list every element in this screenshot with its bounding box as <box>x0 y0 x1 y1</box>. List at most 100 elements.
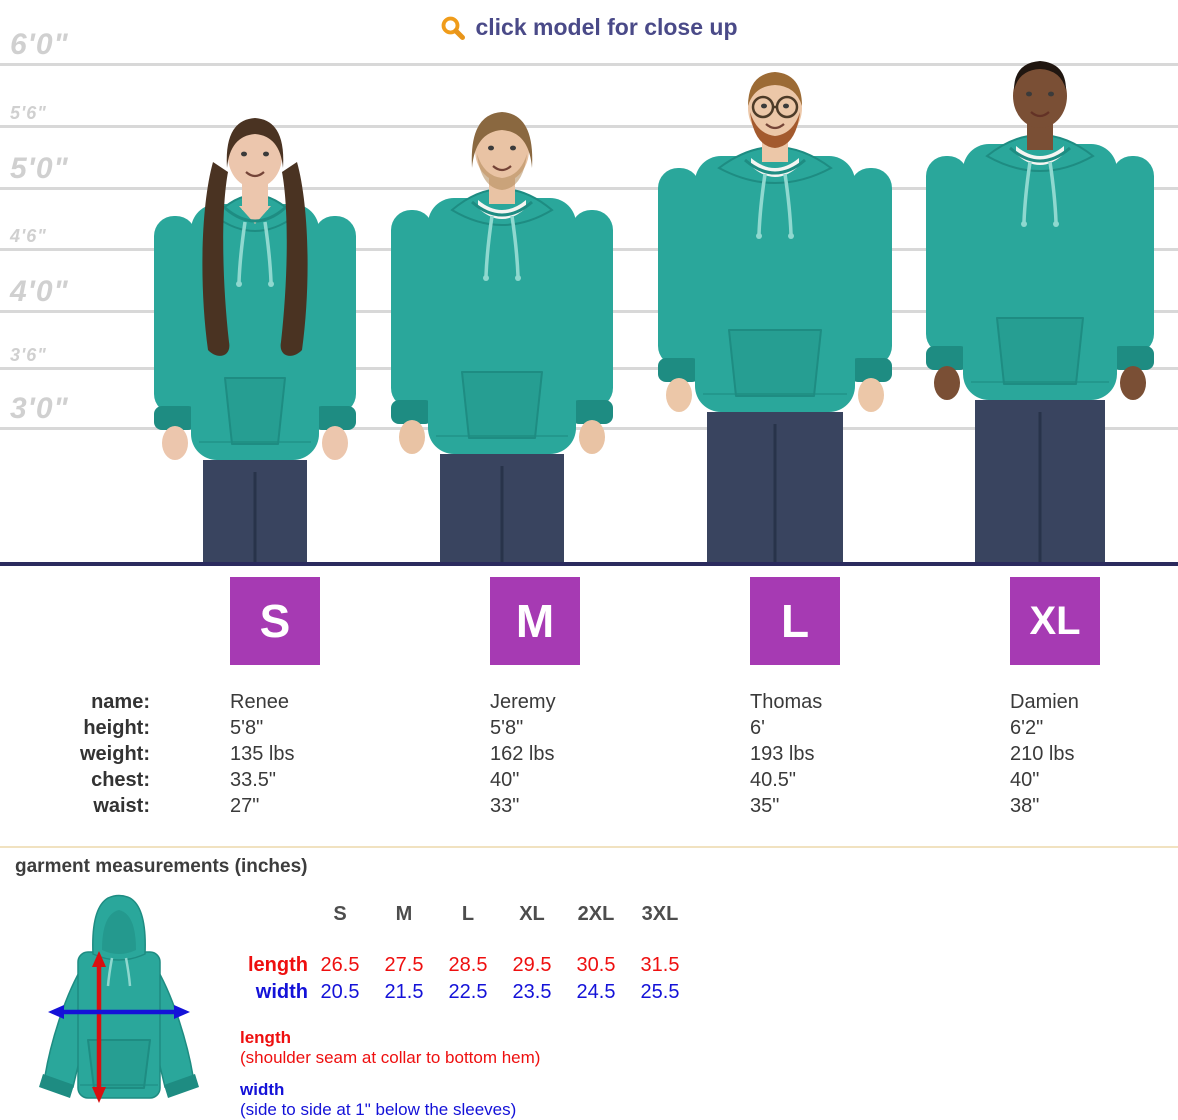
garment-measurements-table: S M L XL 2XL 3XL length 26.5 27.5 28.5 2… <box>240 901 692 1006</box>
model-name-value: Renee <box>230 691 289 713</box>
ruler-label: 4'6" <box>10 226 47 246</box>
model-height-value: 6' <box>750 717 765 739</box>
width-row-label: width <box>255 981 308 1003</box>
size-badge-xl-label: XL <box>1029 599 1081 643</box>
model-waist-value: 27" <box>230 795 260 817</box>
width-row: width 20.5 21.5 22.5 23.5 24.5 25.5 <box>240 979 692 1006</box>
model-name-value: Jeremy <box>490 691 556 713</box>
model-name-value: Thomas <box>750 691 823 713</box>
model-jeremy[interactable] <box>372 104 632 562</box>
model-renee[interactable] <box>125 110 385 562</box>
hoodie <box>695 128 855 412</box>
width-value: 23.5 <box>512 981 552 1003</box>
model-weight-value: 193 lbs <box>750 743 815 765</box>
width-value: 25.5 <box>640 981 680 1003</box>
col-header-xl: XL <box>519 903 545 925</box>
model-damien[interactable] <box>910 50 1170 562</box>
ruler-line <box>0 63 1178 66</box>
width-legend: width (side to side at 1" below the slee… <box>240 1080 540 1120</box>
length-legend: length (shoulder seam at collar to botto… <box>240 1028 540 1068</box>
jeans <box>440 454 564 562</box>
model-figure <box>154 118 356 562</box>
width-legend-desc: (side to side at 1" below the sleeves) <box>240 1100 517 1119</box>
arms <box>926 156 1154 400</box>
arms <box>154 216 356 460</box>
model-thomas[interactable] <box>645 62 905 562</box>
measurement-legend: length (shoulder seam at collar to botto… <box>240 1028 540 1120</box>
model-weight-value: 135 lbs <box>230 743 295 765</box>
width-arrow <box>48 1005 190 1019</box>
col-header-s: S <box>333 903 347 925</box>
width-legend-term: width <box>240 1080 285 1099</box>
photo-bottom-divider <box>0 562 1178 566</box>
col-header-3xl: 3XL <box>641 903 679 925</box>
width-value: 24.5 <box>576 981 616 1003</box>
size-badge-s-label: S <box>259 595 291 647</box>
ruler-label: 6'0" <box>10 28 69 61</box>
measurements-header-spacer <box>240 901 308 928</box>
stats-label-name: name: <box>91 691 150 713</box>
garment-section-title: garment measurements (inches) <box>15 856 308 877</box>
length-value: 29.5 <box>512 954 552 976</box>
col-header-m: M <box>395 903 413 925</box>
hoodie-flat <box>39 894 199 1099</box>
model-figure <box>658 72 892 562</box>
closeup-hint-label: click model for close up <box>475 14 738 40</box>
length-row: length 26.5 27.5 28.5 29.5 30.5 31.5 <box>240 952 692 979</box>
size-badge-m: M <box>490 577 580 665</box>
model-waist-value: 35" <box>750 795 780 817</box>
arms <box>391 210 613 454</box>
model-lineup-photo: 6'0" 5'6" 5'0" 4'6" 4'0" 3'6" 3'0" click model… <box>0 14 1178 562</box>
model-chest-value: 40" <box>490 769 520 791</box>
ruler-label: 3'6" <box>10 345 47 365</box>
jeans <box>203 460 307 562</box>
stats-row-chest: chest: 33.5" 40" 40.5" 40" <box>0 767 1178 793</box>
stats-label-chest: chest: <box>91 769 150 791</box>
hoodie <box>428 170 576 454</box>
stats-row-weight: weight: 135 lbs 162 lbs 193 lbs 210 lbs <box>0 741 1178 767</box>
arms <box>658 168 892 412</box>
model-chest-value: 33.5" <box>230 769 277 791</box>
ruler-label: 5'0" <box>10 152 69 185</box>
model-height-value: 6'2" <box>1010 717 1044 739</box>
length-value: 28.5 <box>448 954 488 976</box>
measurements-header-row: S M L XL 2XL 3XL <box>240 901 692 928</box>
stats-row-name: name: Renee Jeremy Thomas Damien <box>0 689 1178 715</box>
jeans <box>975 400 1105 562</box>
closeup-hint: click model for close up <box>0 14 1178 41</box>
model-figure <box>391 112 613 562</box>
length-legend-desc: (shoulder seam at collar to bottom hem) <box>240 1048 541 1067</box>
col-header-2xl: 2XL <box>577 903 615 925</box>
model-chest-value: 40.5" <box>750 769 797 791</box>
jeans <box>707 412 843 562</box>
size-badge-l-label: L <box>780 595 810 647</box>
model-weight-value: 210 lbs <box>1010 743 1075 765</box>
ruler-label: 4'0" <box>10 275 69 308</box>
col-header-l: L <box>461 903 475 925</box>
hoodie-diagram-graphic <box>39 894 199 1103</box>
model-weight-value: 162 lbs <box>490 743 555 765</box>
model-chest-value: 40" <box>1010 769 1040 791</box>
hoodie-diagram <box>22 888 217 1120</box>
size-badge-s: S <box>230 577 320 665</box>
width-value: 22.5 <box>448 981 488 1003</box>
head <box>471 112 533 190</box>
model-height-value: 5'8" <box>230 717 264 739</box>
stats-row-height: height: 5'8" 5'8" 6' 6'2" <box>0 715 1178 741</box>
stats-label-waist: waist: <box>93 795 150 817</box>
length-value: 26.5 <box>320 954 360 976</box>
head <box>748 72 802 148</box>
stats-label-weight: weight: <box>80 743 150 765</box>
hoodie <box>963 116 1117 400</box>
model-name-value: Damien <box>1010 691 1079 713</box>
model-height-value: 5'8" <box>490 717 524 739</box>
size-badge-xl: XL <box>1010 577 1100 665</box>
magnifier-icon <box>442 16 466 40</box>
garment-section-divider <box>0 846 1178 848</box>
model-waist-value: 33" <box>490 795 520 817</box>
length-value: 27.5 <box>384 954 424 976</box>
length-legend-term: length <box>240 1028 291 1047</box>
head <box>202 118 308 356</box>
ruler-label: 5'6" <box>10 103 47 123</box>
